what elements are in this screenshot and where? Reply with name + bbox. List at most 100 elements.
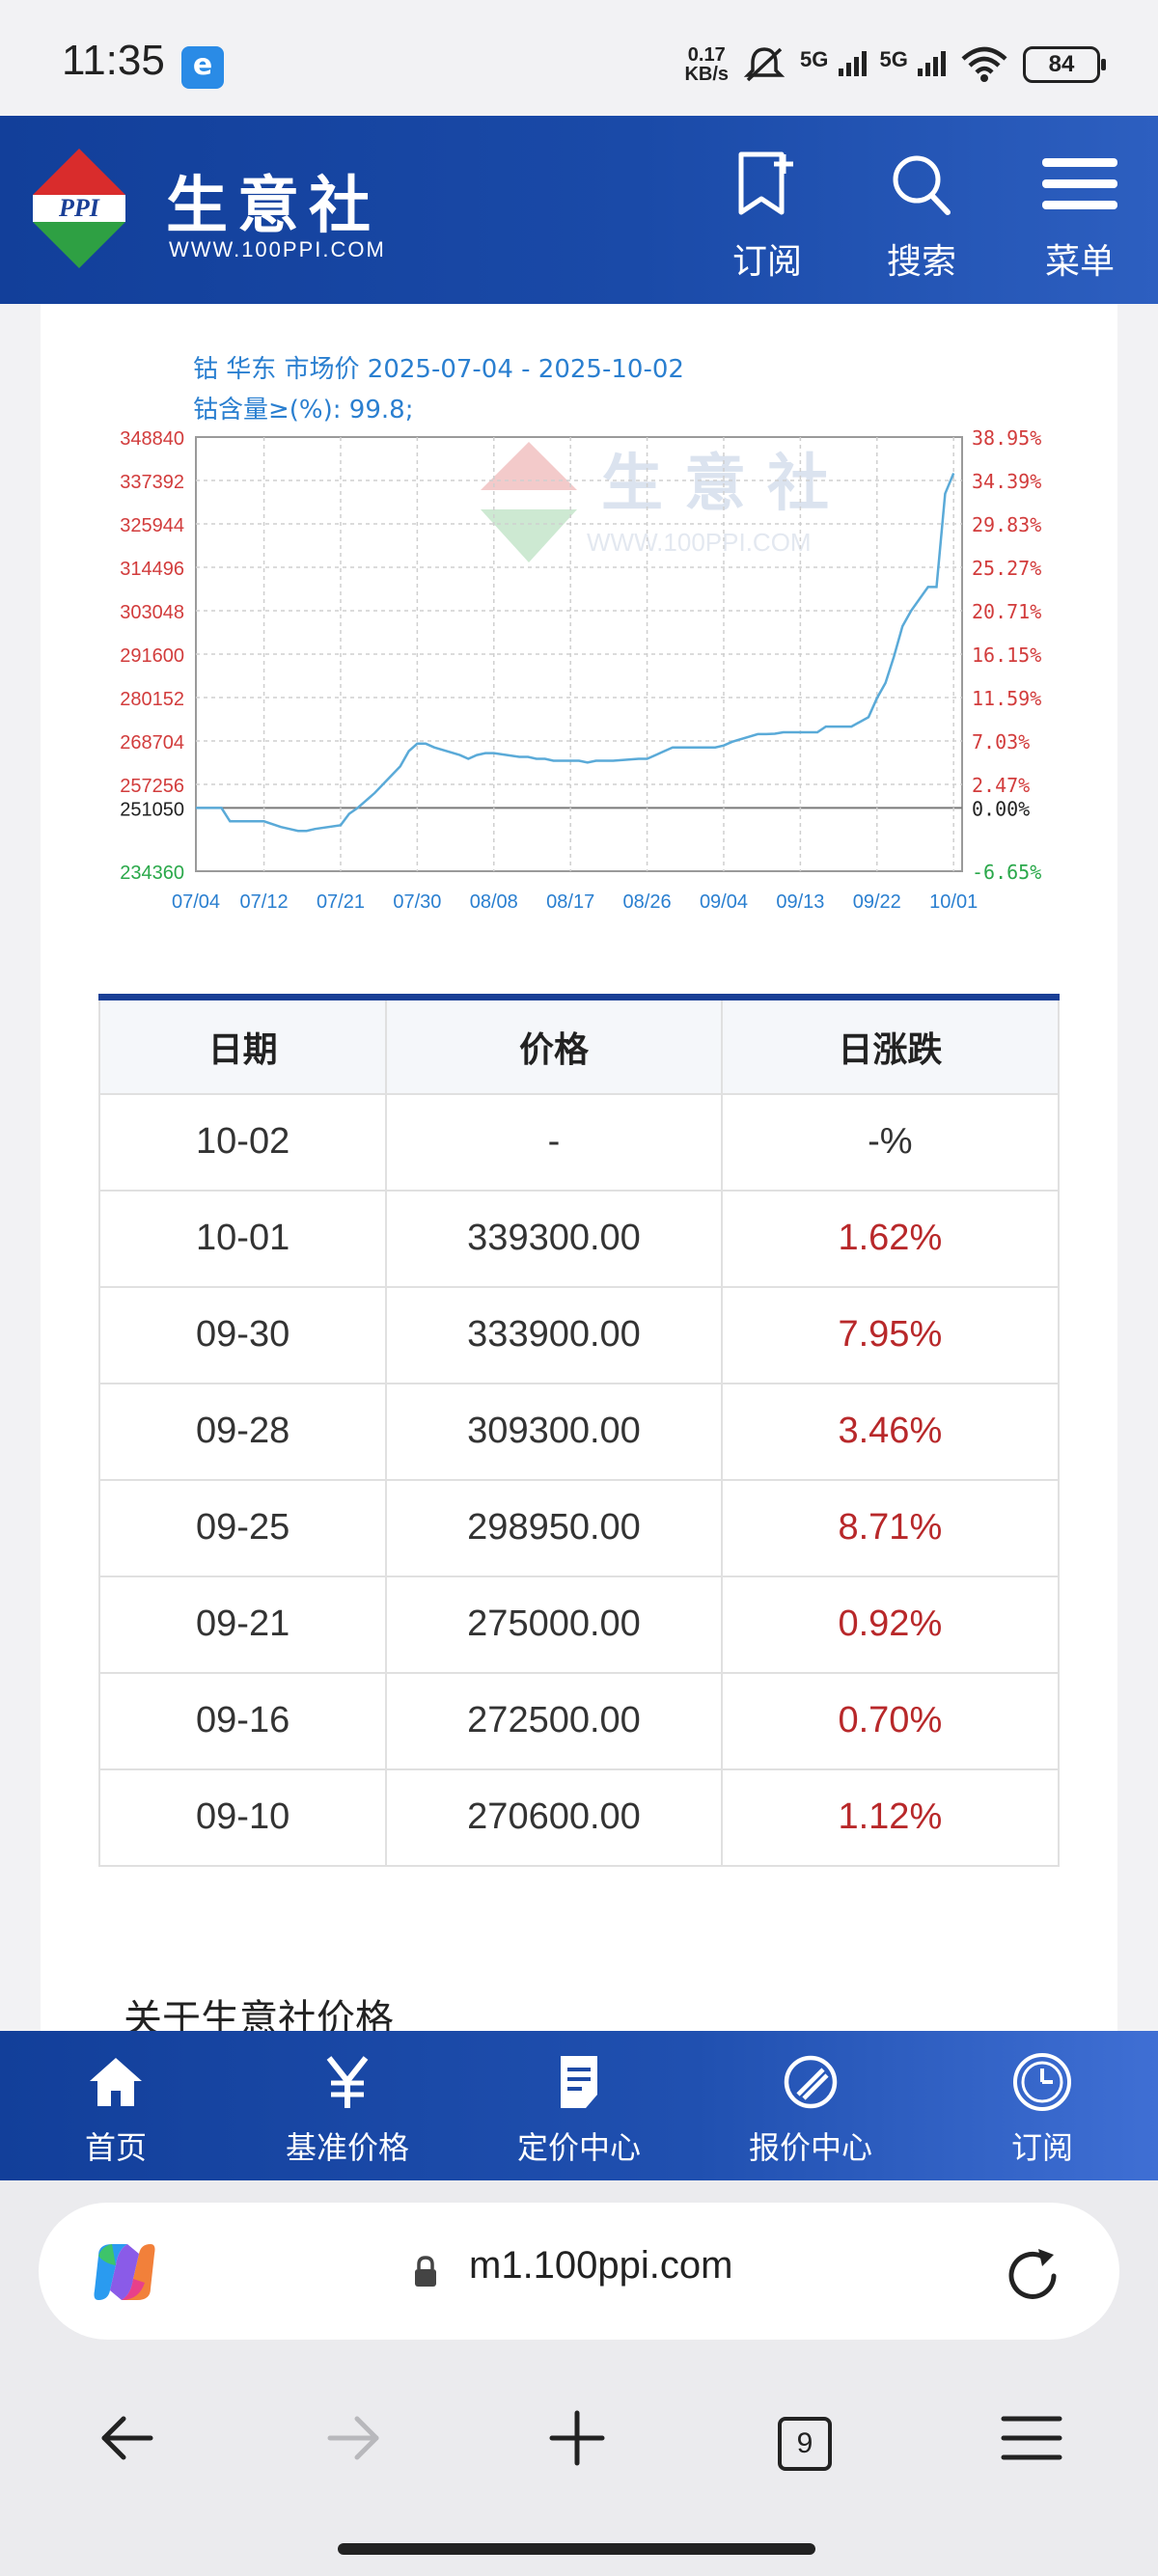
wifi-icon bbox=[961, 46, 1007, 82]
header-price: 价格 bbox=[385, 996, 723, 1095]
yen-icon bbox=[326, 2056, 369, 2108]
x-tick-label: 07/30 bbox=[393, 891, 441, 913]
nav-quote-center[interactable]: 报价中心 bbox=[695, 2031, 926, 2180]
signal-1: 5G bbox=[800, 47, 867, 82]
browser-app-icon: e bbox=[181, 46, 224, 89]
header-change: 日涨跌 bbox=[720, 996, 1061, 1095]
table-row: 09-28 309300.00 3.46% bbox=[97, 1382, 1061, 1481]
y-tick-right: 25.27% bbox=[972, 557, 1041, 580]
nav-subscribe[interactable]: 订阅 bbox=[926, 2031, 1158, 2180]
signal-icon bbox=[838, 47, 867, 76]
cell-change: 1.12% bbox=[720, 1768, 1061, 1867]
x-tick-label: 08/17 bbox=[546, 891, 594, 913]
reload-icon[interactable] bbox=[1000, 2243, 1065, 2309]
url-text[interactable]: m1.100ppi.com bbox=[469, 2244, 733, 2287]
table-row: 09-21 275000.00 0.92% bbox=[97, 1575, 1061, 1674]
menu-button[interactable]: 菜单 bbox=[1027, 149, 1133, 284]
cell-change: 0.92% bbox=[720, 1575, 1061, 1674]
y-tick-right: 0.00% bbox=[972, 797, 1030, 820]
y-tick-right: 29.83% bbox=[972, 513, 1041, 536]
cell-date: 09-25 bbox=[97, 1478, 388, 1577]
y-tick-right: 20.71% bbox=[972, 600, 1041, 623]
cell-change: 7.95% bbox=[720, 1285, 1061, 1384]
y-tick-left: 314496 bbox=[120, 559, 184, 580]
x-tick-label: 08/08 bbox=[470, 891, 518, 913]
y-tick-left: 291600 bbox=[120, 645, 184, 667]
search-button[interactable]: 搜索 bbox=[868, 149, 975, 284]
home-indicator[interactable] bbox=[338, 2543, 815, 2555]
cell-date: 09-21 bbox=[97, 1575, 388, 1674]
net-speed: 0.17 KB/s bbox=[684, 44, 730, 85]
y-tick-left: 251050 bbox=[120, 799, 184, 820]
signal-2: 5G bbox=[880, 47, 946, 82]
y-tick-left: 280152 bbox=[120, 689, 184, 710]
site-domain: WWW.100PPI.COM bbox=[169, 237, 386, 261]
cell-change: 0.70% bbox=[720, 1671, 1061, 1770]
table-row: 10-02 - -% bbox=[97, 1092, 1061, 1192]
hamburger-icon bbox=[1042, 158, 1117, 209]
x-tick-label: 09/13 bbox=[776, 891, 824, 913]
x-tick-label: 07/12 bbox=[240, 891, 289, 913]
new-tab-icon[interactable] bbox=[546, 2407, 608, 2469]
cell-price: 275000.00 bbox=[385, 1575, 723, 1674]
address-bar[interactable] bbox=[39, 2203, 1119, 2340]
watermark-text: 生意社 bbox=[601, 449, 850, 520]
cell-date: 10-02 bbox=[97, 1092, 388, 1192]
y-tick-left: 348840 bbox=[120, 428, 184, 450]
mute-icon bbox=[743, 47, 786, 82]
quote-icon bbox=[784, 2055, 838, 2109]
subscribe-button[interactable]: 订阅 bbox=[714, 149, 820, 284]
cell-price: 272500.00 bbox=[385, 1671, 723, 1770]
cell-change: 8.71% bbox=[720, 1478, 1061, 1577]
table-header-row: 日期 价格 日涨跌 bbox=[97, 996, 1061, 1095]
header-date: 日期 bbox=[97, 996, 388, 1095]
table-row: 09-16 272500.00 0.70% bbox=[97, 1671, 1061, 1770]
chart-title: 钴 华东 市场价 2025-07-04 - 2025-10-02 bbox=[193, 355, 684, 384]
y-tick-left: 325944 bbox=[120, 515, 184, 536]
home-icon bbox=[90, 2058, 142, 2106]
watermark-logo bbox=[481, 442, 577, 490]
status-time: 11:35 bbox=[62, 37, 165, 84]
y-tick-left: 337392 bbox=[120, 472, 184, 493]
table-row: 10-01 339300.00 1.62% bbox=[97, 1189, 1061, 1288]
tab-count-button[interactable]: 9 bbox=[778, 2417, 832, 2471]
y-tick-right: 2.47% bbox=[972, 774, 1030, 797]
signal-icon bbox=[918, 47, 946, 76]
logo-text: PPI bbox=[58, 194, 100, 222]
x-tick-label: 09/22 bbox=[853, 891, 901, 913]
y-tick-left: 303048 bbox=[120, 602, 184, 623]
table-row: 09-10 270600.00 1.12% bbox=[97, 1768, 1061, 1867]
status-indicators: 0.17 KB/s 5G 5G 84 bbox=[684, 41, 1106, 89]
battery-icon: 84 bbox=[1023, 46, 1106, 83]
forward-icon[interactable] bbox=[322, 2407, 384, 2469]
browser-menu-icon[interactable] bbox=[1000, 2407, 1063, 2469]
nav-pricing-center[interactable]: 定价中心 bbox=[463, 2031, 695, 2180]
price-line bbox=[196, 473, 955, 833]
cell-price: 298950.00 bbox=[385, 1478, 723, 1577]
x-tick-label: 10/01 bbox=[929, 891, 978, 913]
cell-date: 10-01 bbox=[97, 1189, 388, 1288]
cell-change: 3.46% bbox=[720, 1382, 1061, 1481]
x-tick-label: 07/04 bbox=[172, 891, 220, 913]
cell-change: 1.62% bbox=[720, 1189, 1061, 1288]
bottom-nav: 首页 基准价格 定价中心 报价中心 bbox=[0, 2031, 1158, 2180]
nav-home[interactable]: 首页 bbox=[0, 2031, 232, 2180]
y-tick-right: 34.39% bbox=[972, 470, 1041, 493]
copilot-icon[interactable] bbox=[89, 2236, 160, 2308]
document-icon bbox=[561, 2056, 597, 2108]
y-tick-right: -6.65% bbox=[972, 861, 1041, 884]
watermark-logo bbox=[481, 509, 577, 562]
cell-date: 09-16 bbox=[97, 1671, 388, 1770]
nav-benchmark-price[interactable]: 基准价格 bbox=[232, 2031, 463, 2180]
search-icon bbox=[893, 155, 951, 215]
watermark-domain: WWW.100PPI.COM bbox=[587, 528, 812, 557]
lock-icon bbox=[415, 2256, 436, 2287]
cell-change: -% bbox=[720, 1092, 1061, 1192]
ppi-logo[interactable]: PPI bbox=[29, 145, 129, 272]
back-icon[interactable] bbox=[96, 2407, 158, 2469]
x-tick-label: 08/26 bbox=[623, 891, 672, 913]
y-tick-left: 268704 bbox=[120, 732, 184, 754]
y-tick-right: 7.03% bbox=[972, 730, 1030, 754]
cell-price: 333900.00 bbox=[385, 1285, 723, 1384]
site-name: 生意社 bbox=[166, 171, 380, 242]
